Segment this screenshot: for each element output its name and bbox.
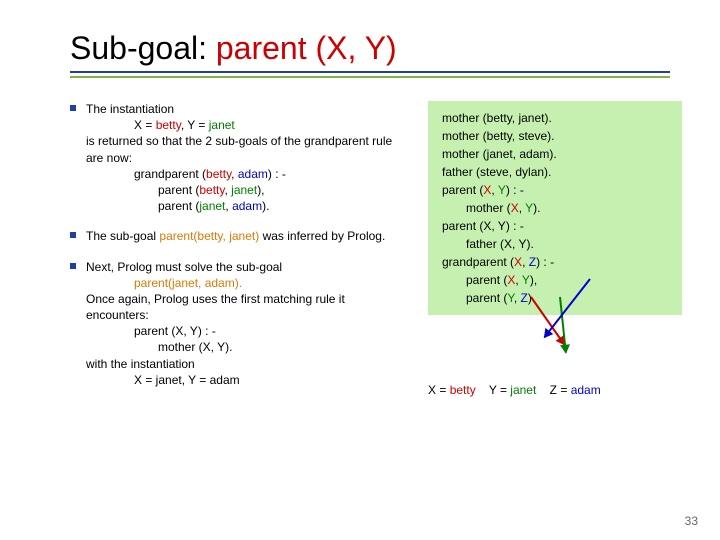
kb-l2: mother (betty, steve). — [442, 127, 672, 145]
b1-l1: The instantiation — [86, 102, 174, 116]
left-column: The instantiation X = betty, Y = janet i… — [70, 101, 410, 402]
kb-l1: mother (betty, janet). — [442, 109, 672, 127]
kb-l9: grandparent (X, Z) : - — [442, 253, 672, 271]
bullet-2: The sub-goal parent(betty, janet) was in… — [70, 228, 410, 244]
kb-l6: mother (X, Y). — [442, 199, 672, 217]
bindings-row: X = betty Y = janet Z = adam — [428, 381, 678, 399]
b1-l4: grandparent (betty, adam) : - — [86, 166, 410, 182]
bullet-3: Next, Prolog must solve the sub-goal par… — [70, 259, 410, 389]
kb-l10: parent (X, Y), — [442, 271, 672, 289]
content-row: The instantiation X = betty, Y = janet i… — [70, 101, 680, 402]
title-part1: Sub-goal: — [70, 30, 216, 66]
bullet-1: The instantiation X = betty, Y = janet i… — [70, 101, 410, 214]
kb-l5: parent (X, Y) : - — [442, 181, 672, 199]
slide: Sub-goal: parent (X, Y) The instantiatio… — [0, 0, 720, 540]
b1-l5: parent (betty, janet), — [86, 182, 410, 198]
title-part2: parent (X, Y) — [216, 30, 397, 66]
underline-green — [70, 76, 670, 78]
b1-l3: is returned so that the 2 sub-goals of t… — [86, 134, 392, 164]
underline-blue — [70, 71, 670, 73]
kb-l11: parent (Y, Z). — [442, 289, 672, 307]
kb-l3: mother (janet, adam). — [442, 145, 672, 163]
right-column: mother (betty, janet). mother (betty, st… — [428, 101, 678, 402]
b1-l2: X = betty, Y = janet — [86, 117, 410, 133]
knowledge-base-box: mother (betty, janet). mother (betty, st… — [428, 101, 682, 315]
title-underline — [70, 71, 680, 83]
kb-l8: father (X, Y). — [442, 235, 672, 253]
slide-title: Sub-goal: parent (X, Y) — [70, 30, 680, 67]
b1-l6: parent (janet, adam). — [86, 198, 410, 214]
page-number: 33 — [685, 514, 698, 528]
kb-l4: father (steve, dylan). — [442, 163, 672, 181]
kb-l7: parent (X, Y) : - — [442, 217, 672, 235]
